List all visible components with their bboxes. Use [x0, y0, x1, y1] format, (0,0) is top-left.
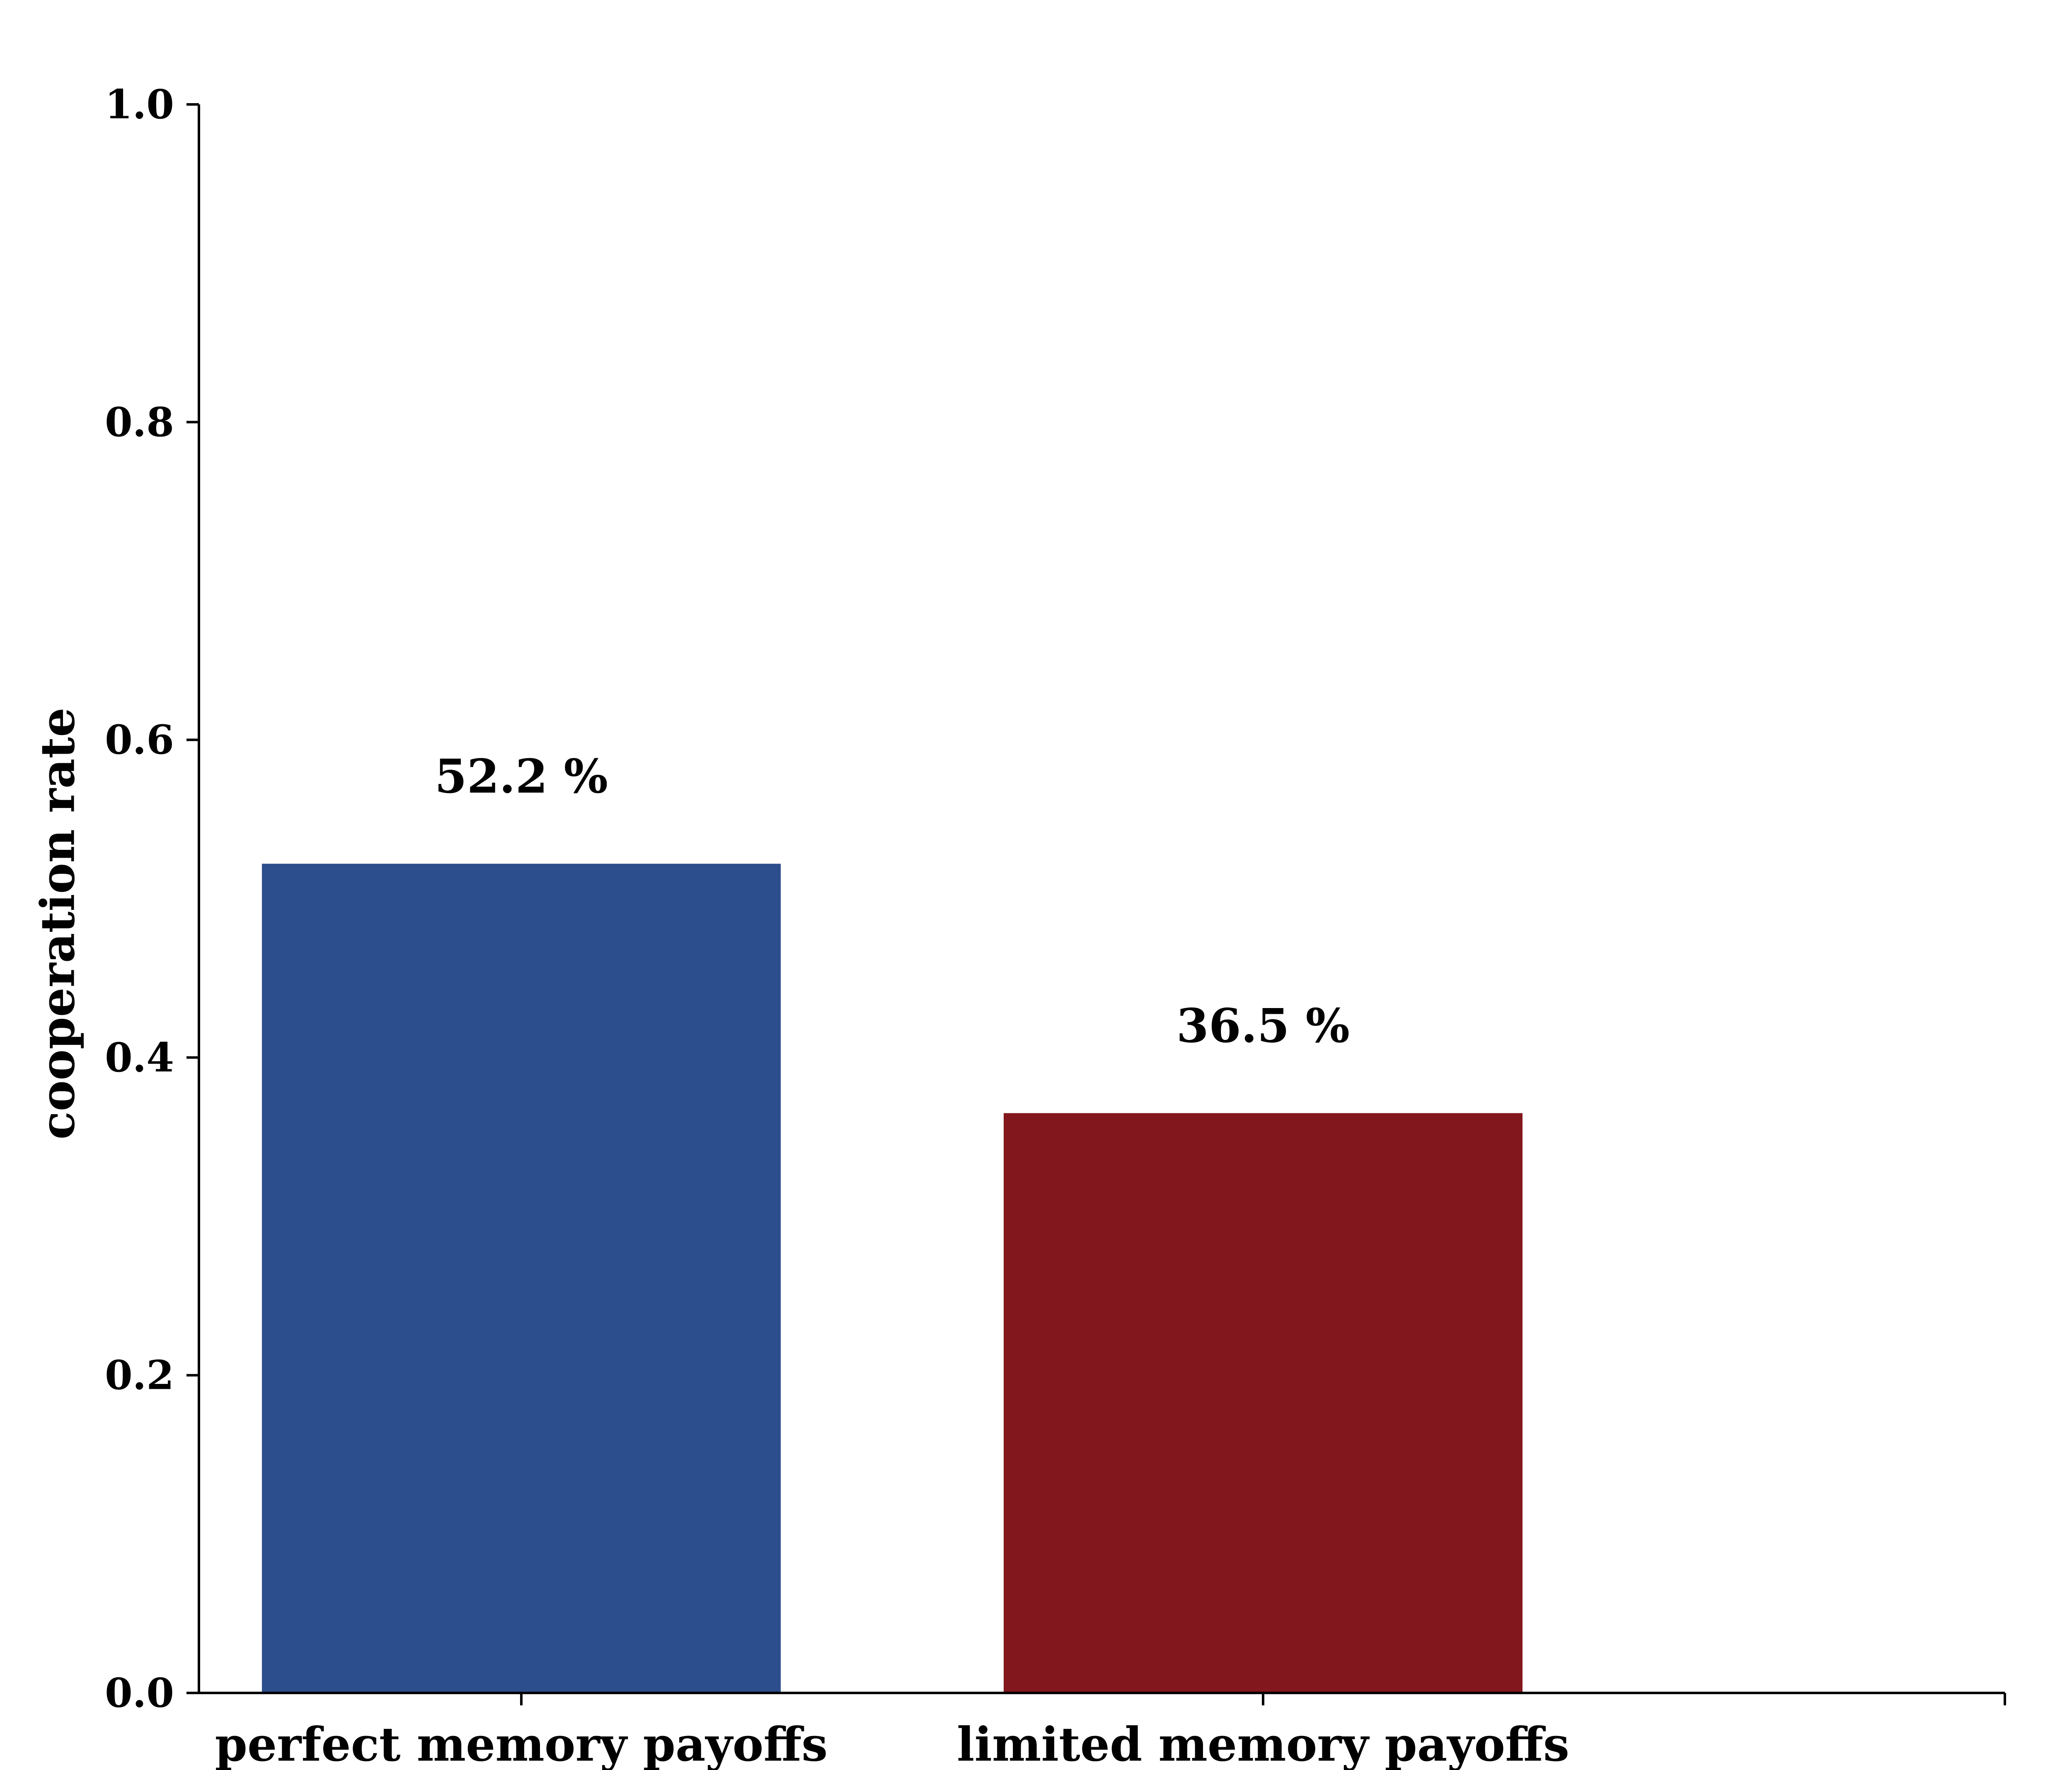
bar [262, 863, 781, 1693]
y-tick-label: 0.6 [105, 716, 174, 763]
y-tick-label: 0.2 [105, 1352, 174, 1399]
y-tick-label: 0.0 [105, 1670, 174, 1717]
bars [262, 863, 1523, 1693]
x-category-label: limited memory payoffs [957, 1718, 1569, 1770]
bar [1004, 1113, 1523, 1693]
data-labels: 52.2 % 36.5 % [435, 750, 1350, 1053]
x-axis-ticks: perfect memory payoffs limited memory pay… [215, 1693, 2006, 1770]
y-axis-title: cooperation rate [31, 708, 85, 1140]
y-tick-label: 0.4 [105, 1034, 174, 1081]
y-tick-label: 1.0 [105, 81, 174, 128]
y-tick-label: 0.8 [105, 399, 174, 445]
bar-data-label: 36.5 % [1176, 999, 1350, 1053]
x-category-label: perfect memory payoffs [215, 1718, 828, 1770]
bar-data-label: 52.2 % [435, 750, 608, 804]
y-axis-ticks: 0.0 0.2 0.4 0.6 0.8 1.0 [105, 81, 199, 1717]
